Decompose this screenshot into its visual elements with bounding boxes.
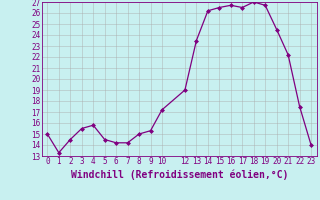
- X-axis label: Windchill (Refroidissement éolien,°C): Windchill (Refroidissement éolien,°C): [70, 169, 288, 180]
